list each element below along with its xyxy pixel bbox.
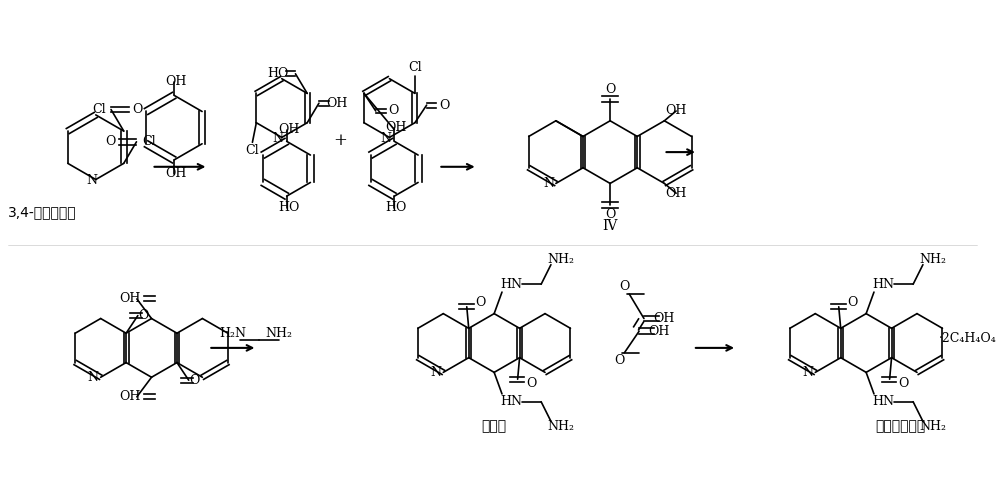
Text: OH: OH [653, 312, 674, 325]
Text: OH: OH [119, 292, 141, 306]
Text: O: O [526, 376, 537, 390]
Text: NH₂: NH₂ [547, 254, 574, 266]
Text: OH: OH [665, 104, 687, 118]
Text: +: + [334, 132, 347, 149]
Text: NH₂: NH₂ [919, 420, 946, 432]
Text: Cl: Cl [246, 144, 259, 156]
Text: O: O [105, 136, 115, 148]
Text: O: O [139, 309, 149, 322]
Text: O: O [605, 83, 615, 96]
Text: N: N [380, 132, 391, 145]
Text: N: N [430, 366, 441, 379]
Text: O: O [847, 296, 858, 310]
Text: HN: HN [501, 395, 523, 408]
Text: N: N [86, 174, 97, 187]
Text: HO: HO [386, 202, 407, 214]
Text: O: O [475, 296, 486, 310]
Text: HN: HN [501, 278, 523, 291]
Text: O: O [619, 280, 630, 292]
Text: IV: IV [602, 218, 618, 232]
Text: 匹杉琻: 匹杉琻 [482, 419, 507, 433]
Text: Cl: Cl [92, 103, 106, 116]
Text: ·2C₄H₄O₄: ·2C₄H₄O₄ [939, 332, 997, 344]
Text: O: O [439, 98, 449, 112]
Text: N: N [802, 366, 813, 379]
Text: HN: HN [873, 278, 895, 291]
Text: NH₂: NH₂ [265, 326, 292, 340]
Text: NH₂: NH₂ [547, 420, 574, 432]
Text: 马来酸匹杉琻: 马来酸匹杉琻 [875, 419, 926, 433]
Text: OH: OH [278, 123, 299, 136]
Text: OH: OH [326, 96, 347, 110]
Text: HN: HN [873, 395, 895, 408]
Text: O: O [388, 104, 399, 118]
Text: Cl: Cl [142, 136, 156, 148]
Text: OH: OH [119, 390, 141, 404]
Text: HO: HO [267, 68, 289, 80]
Text: OH: OH [165, 167, 187, 180]
Text: NH₂: NH₂ [919, 254, 946, 266]
Text: N: N [272, 132, 283, 145]
Text: N: N [87, 371, 98, 384]
Text: OH: OH [386, 121, 407, 134]
Text: Cl: Cl [408, 62, 422, 74]
Text: O: O [189, 374, 200, 386]
Text: OH: OH [665, 186, 687, 200]
Text: OH: OH [648, 324, 669, 338]
Text: HO: HO [278, 202, 299, 214]
Text: 3,4-吲側二酰氯: 3,4-吲側二酰氯 [8, 204, 76, 218]
Text: OH: OH [165, 75, 187, 88]
Text: N: N [544, 177, 555, 190]
Text: O: O [898, 376, 909, 390]
Text: O: O [605, 208, 615, 222]
Text: O: O [132, 103, 143, 116]
Text: O: O [614, 354, 625, 367]
Text: H₂N: H₂N [219, 326, 246, 340]
